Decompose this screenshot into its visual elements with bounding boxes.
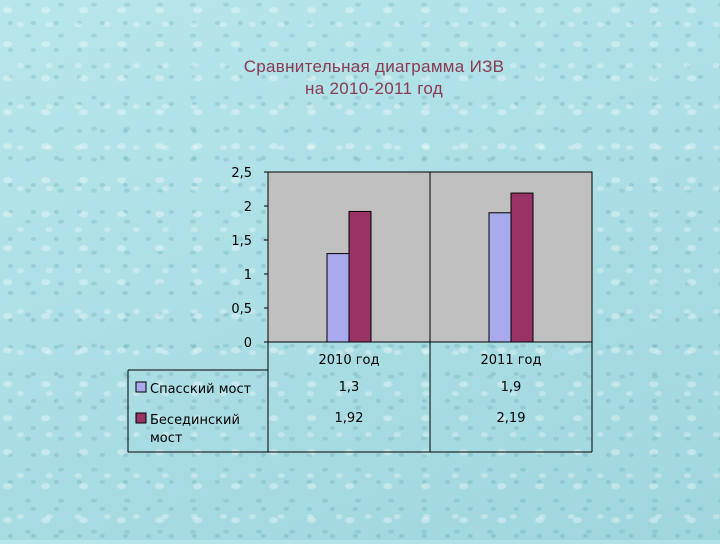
- y-tick-label: 1,5: [231, 234, 252, 249]
- y-tick-label: 0: [244, 336, 252, 351]
- legend-label: Бесединский: [150, 413, 240, 428]
- legend-key: [135, 412, 147, 424]
- chart-title: Сравнительная диаграмма ИЗВ на 2010-2011…: [0, 56, 720, 100]
- chart-title-line-2: на 2010-2011 год: [305, 79, 443, 98]
- bar: [510, 192, 534, 343]
- data-value-label: 1,92: [335, 411, 364, 426]
- bar: [488, 212, 512, 343]
- data-value-label: 2,19: [497, 411, 526, 426]
- legend-key: [135, 381, 147, 393]
- y-tick-label: 1: [244, 268, 252, 283]
- category-label: 2010 год: [319, 353, 380, 368]
- bar: [326, 253, 350, 343]
- legend-label: мост: [150, 431, 183, 446]
- bar: [348, 210, 372, 343]
- chart-title-line-1: Сравнительная диаграмма ИЗВ: [243, 57, 505, 76]
- y-tick-label: 0,5: [231, 302, 252, 317]
- data-value-label: 1,9: [501, 380, 522, 395]
- y-tick-label: 2: [244, 200, 252, 215]
- category-label: 2011 год: [481, 353, 542, 368]
- y-tick-label: 2,5: [231, 166, 252, 181]
- legend-label: Спасский мост: [150, 382, 252, 397]
- data-value-label: 1,3: [339, 380, 360, 395]
